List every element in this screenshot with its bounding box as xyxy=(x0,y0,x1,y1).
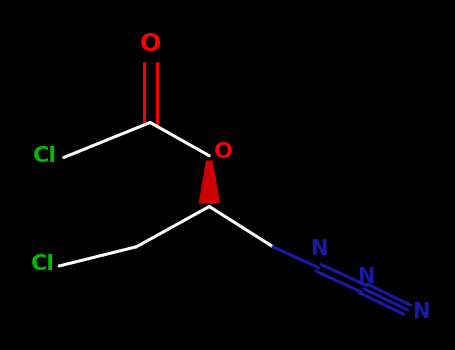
Text: N: N xyxy=(358,267,375,287)
Text: Cl: Cl xyxy=(30,254,55,274)
Text: O: O xyxy=(214,142,233,162)
Text: O: O xyxy=(140,32,161,56)
Text: Cl: Cl xyxy=(33,146,57,166)
Polygon shape xyxy=(199,161,219,203)
Text: N: N xyxy=(412,301,429,322)
Text: N: N xyxy=(310,239,327,259)
